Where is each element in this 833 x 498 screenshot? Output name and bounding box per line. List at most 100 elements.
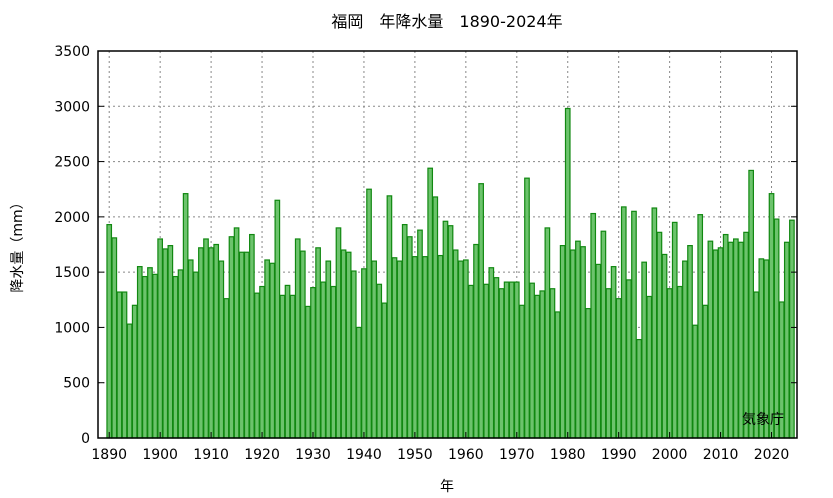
- bar-1916: [238, 251, 245, 439]
- bar-2003: [682, 260, 688, 439]
- bar-1893: [121, 291, 128, 439]
- bar-1920: [259, 285, 265, 439]
- bar-1935: [335, 227, 342, 439]
- bar-1981: [569, 249, 576, 439]
- bar-2020: [768, 193, 775, 439]
- bar-1976: [544, 227, 551, 439]
- bar-1959: [457, 260, 464, 439]
- bar-1901: [162, 248, 169, 439]
- bar-1989: [610, 266, 617, 439]
- bar-1993: [631, 210, 637, 439]
- bar-1948: [401, 223, 408, 439]
- bar-1926: [289, 294, 296, 439]
- bar-1984: [585, 308, 591, 439]
- bar-1999: [661, 253, 668, 439]
- x-tick-label: 1980: [550, 447, 586, 463]
- bar-1897: [142, 275, 148, 439]
- x-tick-label: 1970: [499, 447, 535, 463]
- bar-1894: [126, 323, 133, 439]
- bar-1932: [320, 281, 327, 439]
- bar-1943: [376, 283, 383, 439]
- bar-2000: [666, 288, 673, 439]
- bar-2023: [783, 241, 790, 439]
- x-tick-label: 1950: [397, 447, 433, 463]
- bar-1961: [468, 284, 474, 439]
- bar-1903: [172, 275, 179, 439]
- bar-1904: [177, 269, 184, 439]
- bar-1970: [513, 281, 520, 439]
- bar-1924: [279, 294, 286, 439]
- y-tick-label: 1500: [54, 265, 90, 281]
- bar-1929: [305, 305, 311, 439]
- x-axis: 1890 1900 1910 1920 1930 1940 1950 1960 1970 1980…: [91, 432, 789, 463]
- bar-1895: [131, 304, 138, 439]
- bar-1927: [294, 238, 301, 439]
- bar-1980: [564, 107, 571, 439]
- bar-1965: [488, 267, 495, 439]
- bar-1905: [182, 193, 189, 439]
- bar-1975: [539, 290, 546, 439]
- bar-1982: [575, 240, 581, 439]
- bar-1977: [549, 288, 556, 439]
- bar-1923: [274, 199, 281, 439]
- bar-1917: [243, 251, 250, 439]
- bar-1898: [147, 267, 153, 439]
- bar-1978: [554, 311, 561, 439]
- bar-2009: [712, 249, 719, 439]
- y-axis: 0 500 1000 1500 2000 2500 3000 3500: [54, 44, 797, 447]
- bar-1890: [106, 223, 113, 439]
- bar-1949: [406, 236, 413, 439]
- bar-1952: [422, 256, 428, 439]
- bar-1918: [249, 233, 255, 439]
- bar-1996: [646, 295, 653, 439]
- bar-1914: [228, 236, 235, 439]
- bar-1988: [605, 288, 612, 439]
- bar-2001: [671, 221, 678, 439]
- bar-1995: [641, 261, 648, 439]
- bar-1938: [350, 270, 357, 439]
- bar-2016: [748, 169, 754, 439]
- x-tick-label: 1940: [346, 447, 382, 463]
- bar-1956: [442, 220, 449, 439]
- bar-1951: [417, 229, 423, 439]
- bar-2015: [743, 231, 749, 439]
- source-label: 気象庁: [742, 412, 784, 428]
- y-tick-label: 2500: [54, 155, 90, 171]
- bar-2021: [773, 218, 780, 439]
- bar-1896: [136, 266, 143, 439]
- x-tick-label: 1930: [295, 447, 331, 463]
- bar-1909: [203, 238, 209, 439]
- x-tick-label: 2010: [703, 447, 739, 463]
- bar-1907: [192, 271, 199, 439]
- bar-1934: [330, 285, 337, 439]
- bar-1955: [437, 254, 444, 439]
- bar-1966: [493, 277, 500, 439]
- bar-1990: [615, 298, 622, 439]
- bar-1962: [473, 243, 479, 439]
- bar-1998: [656, 231, 663, 439]
- bar-1902: [167, 245, 174, 439]
- bar-2011: [722, 233, 729, 439]
- bar-1950: [412, 256, 418, 439]
- bar-1899: [152, 273, 158, 439]
- bar-2002: [676, 285, 683, 439]
- bar-2005: [692, 324, 698, 439]
- y-tick-label: 3000: [54, 99, 90, 115]
- bar-1919: [254, 292, 260, 439]
- y-axis-label: 降水量（mm）: [10, 195, 26, 292]
- bar-2008: [707, 240, 714, 439]
- bar-1925: [284, 284, 291, 439]
- bar-1941: [366, 188, 372, 439]
- bar-1972: [524, 177, 530, 439]
- bar-1991: [620, 206, 627, 439]
- x-tick-label: 1960: [448, 447, 484, 463]
- bar-1936: [340, 249, 347, 439]
- bar-1940: [361, 268, 367, 439]
- bar-1954: [432, 196, 439, 439]
- bar-1947: [396, 260, 403, 439]
- bar-1944: [381, 302, 388, 439]
- bar-1921: [264, 259, 270, 439]
- bar-1946: [391, 257, 398, 439]
- y-tick-label: 500: [63, 376, 90, 392]
